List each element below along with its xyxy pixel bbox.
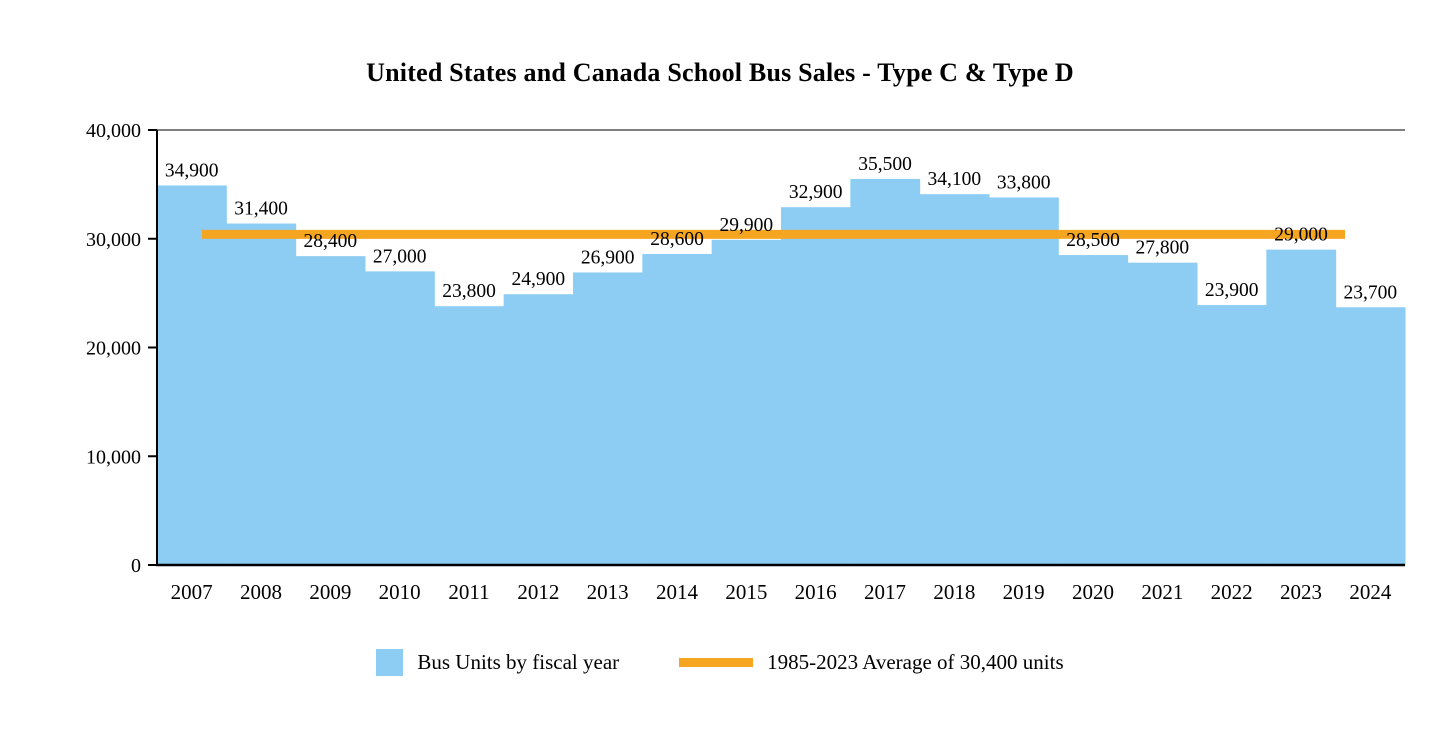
bar [711,239,782,565]
bar [226,223,297,565]
bars-legend-swatch [376,648,404,676]
average-line-legend-label: 1985-2023 Average of 30,400 units [767,649,1064,674]
bar [919,194,990,565]
x-tick-label: 2007 [171,580,213,604]
bar [1197,305,1267,565]
bar-value-label: 27,000 [373,246,427,267]
bar-value-label: 23,700 [1344,282,1398,303]
y-tick-label: 30,000 [86,229,141,251]
x-tick-label: 2021 [1141,580,1183,604]
x-tick-label: 2015 [725,580,767,604]
bar [434,306,505,565]
x-tick-label: 2018 [933,580,975,604]
bar-value-label: 32,900 [789,182,843,203]
bar-value-label: 31,400 [234,199,288,220]
x-tick-label: 2014 [656,580,699,604]
x-tick-label: 2008 [240,580,282,604]
x-tick-label: 2013 [587,580,629,604]
bar-value-label: 26,900 [581,247,635,268]
x-tick-label: 2016 [795,580,837,604]
bar-value-label: 28,500 [1066,230,1120,251]
x-tick-label: 2009 [309,580,351,604]
x-tick-label: 2023 [1280,580,1322,604]
x-tick-label: 2010 [379,580,421,604]
y-tick-label: 40,000 [86,120,141,142]
bar-value-label: 23,800 [442,281,496,302]
chart-title: United States and Canada School Bus Sale… [366,58,1074,87]
bar [781,207,851,565]
bar-value-label: 28,400 [304,231,358,252]
bar [573,272,643,565]
bar-value-label: 34,900 [165,160,219,181]
bar [1266,249,1337,565]
bar [365,271,435,565]
bar [850,178,921,565]
bar [989,197,1059,566]
x-tick-label: 2022 [1211,580,1253,604]
x-tick-label: 2012 [517,580,559,604]
bar-value-label: 28,600 [650,229,704,250]
bar-value-label: 29,900 [720,215,774,236]
x-tick-label: 2011 [448,580,489,604]
bar-value-label: 24,900 [512,269,566,290]
y-tick-label: 10,000 [86,446,141,468]
bars-legend-label: Bus Units by fiscal year [417,649,620,674]
bar-value-label: 23,900 [1205,280,1259,301]
average-line-legend-swatch [679,657,754,667]
bar [642,253,713,565]
bar-value-label: 34,100 [928,169,982,190]
x-tick-label: 2017 [864,580,906,604]
x-tick-label: 2019 [1003,580,1045,604]
bar [157,185,227,565]
bar [1127,262,1198,565]
bar [503,294,574,565]
y-tick-label: 20,000 [86,338,141,360]
bar-value-label: 35,500 [858,154,912,175]
bar-value-label: 27,800 [1136,238,1190,259]
bar-value-label: 29,000 [1274,225,1328,246]
bar [1335,307,1406,565]
bar [1058,255,1129,565]
bar [295,256,366,565]
chart-legend: Bus Units by fiscal year 1985-2023 Avera… [0,642,1440,682]
y-tick-label: 0 [131,555,141,577]
bar-value-label: 33,800 [997,172,1051,193]
x-tick-label: 2020 [1072,580,1114,604]
x-tick-label: 2024 [1349,580,1392,604]
